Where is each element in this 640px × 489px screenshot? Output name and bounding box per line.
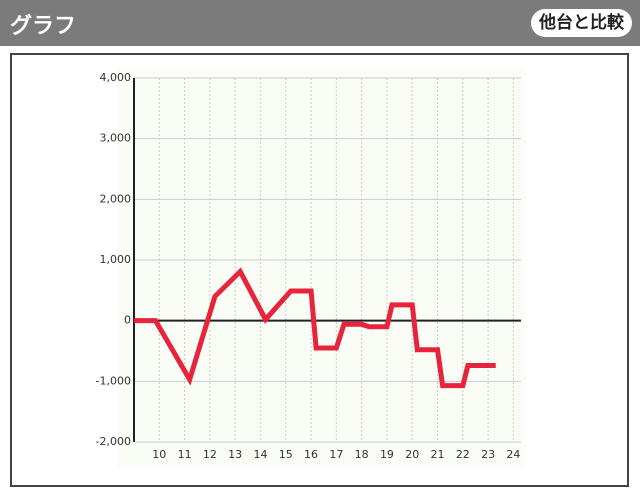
x-tick-label: 15 [279, 448, 293, 461]
y-tick-label: -2,000 [96, 435, 131, 448]
y-tick-label: 0 [124, 314, 131, 327]
x-tick-label: 23 [481, 448, 495, 461]
y-tick-label: 2,000 [100, 192, 132, 205]
compare-button[interactable]: 他台と比較 [531, 9, 632, 37]
x-tick-label: 13 [228, 448, 242, 461]
y-tick-label: 3,000 [100, 132, 132, 145]
x-tick-label: 20 [405, 448, 419, 461]
x-tick-label: 19 [380, 448, 394, 461]
x-tick-label: 14 [253, 448, 267, 461]
x-tick-label: 24 [506, 448, 520, 461]
x-tick-label: 22 [456, 448, 470, 461]
x-tick-label: 10 [152, 448, 166, 461]
x-tick-label: 12 [203, 448, 217, 461]
plot-background [117, 68, 525, 468]
y-tick-label: -1,000 [96, 374, 131, 387]
x-tick-label: 21 [431, 448, 445, 461]
x-tick-label: 16 [304, 448, 318, 461]
header-bar: グラフ 他台と比較 [0, 0, 640, 46]
data-line [134, 267, 496, 389]
x-tick-label: 18 [355, 448, 369, 461]
y-tick-label: 4,000 [100, 71, 132, 84]
x-tick-label: 11 [178, 448, 192, 461]
y-tick-label: 1,000 [100, 253, 132, 266]
x-tick-label: 17 [329, 448, 343, 461]
header-title: グラフ [10, 14, 77, 39]
chart-frame [10, 53, 629, 487]
